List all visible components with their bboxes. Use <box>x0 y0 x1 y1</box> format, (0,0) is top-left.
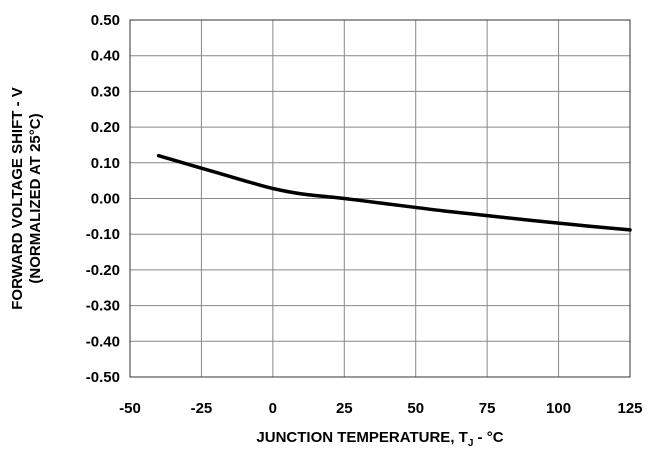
y-tick-label: -0.30 <box>86 298 120 315</box>
y-tick-label: 0.30 <box>91 83 120 100</box>
y-axis-title-line2: (NORMALIZED AT 25°C) <box>27 113 44 283</box>
y-tick-label: -0.10 <box>86 226 120 243</box>
series-line <box>156 153 632 232</box>
x-tick-label: 0 <box>269 400 277 417</box>
y-tick-label: 0.40 <box>91 48 120 65</box>
y-tick-label: 0.20 <box>91 119 120 136</box>
grid <box>129 19 631 378</box>
series-layer <box>156 153 632 232</box>
x-axis-title-subscript: J <box>468 438 474 449</box>
x-axis-title-unit: - °C <box>473 429 503 446</box>
y-axis-title: FORWARD VOLTAGE SHIFT - V (NORMALIZED AT… <box>9 87 44 310</box>
plot-frame <box>129 19 631 378</box>
x-tick-label: -50 <box>119 400 141 417</box>
y-tick-label: -0.20 <box>86 262 120 279</box>
x-tick-label: 25 <box>336 400 353 417</box>
y-tick-label: -0.40 <box>86 333 120 350</box>
y-tick-labels: 0.50 0.40 0.30 0.20 0.10 0.00 -0.10 -0.20 -0.30 -… <box>86 12 120 386</box>
x-tick-label: 100 <box>546 400 571 417</box>
x-tick-label: -25 <box>191 400 213 417</box>
y-tick-label: -0.50 <box>86 369 120 386</box>
y-tick-label: 0.00 <box>91 191 120 208</box>
x-tick-label: 125 <box>617 400 642 417</box>
x-axis-title-main: JUNCTION TEMPERATURE, T <box>256 429 467 446</box>
y-tick-label: 0.50 <box>91 12 120 29</box>
x-axis-title: JUNCTION TEMPERATURE, TJ - °C <box>256 429 503 449</box>
x-tick-labels: -50 -25 0 25 50 75 100 125 <box>119 400 642 417</box>
y-axis-title-line1: FORWARD VOLTAGE SHIFT - V <box>9 87 26 310</box>
x-tick-label: 50 <box>407 400 424 417</box>
y-tick-label: 0.10 <box>91 155 120 172</box>
x-tick-label: 75 <box>479 400 496 417</box>
